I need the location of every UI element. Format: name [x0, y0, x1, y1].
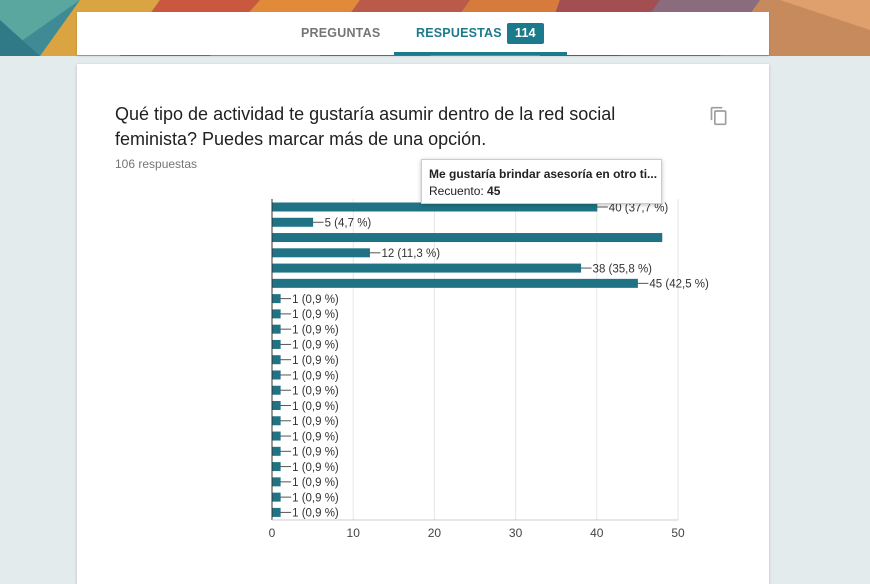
- bar: [272, 217, 314, 227]
- active-tab-indicator: [394, 52, 567, 55]
- tooltip-count: Recuento: 45: [429, 184, 500, 198]
- question-title: Qué tipo de actividad te gustaría asumir…: [115, 104, 616, 149]
- tooltip-count-value: 45: [487, 184, 501, 198]
- data-label: 1 (0,9 %): [292, 462, 339, 474]
- x-tick-label: 0: [269, 526, 276, 540]
- bar: [272, 462, 281, 472]
- tab-bar: PREGUNTAS RESPUESTAS 114: [77, 12, 769, 55]
- bar: [272, 324, 281, 334]
- data-label: 1 (0,9 %): [292, 416, 339, 428]
- bar: [272, 248, 370, 258]
- chart-tooltip: Me gustaría brindar asesoría en otro ti.…: [421, 159, 662, 204]
- bar: [272, 278, 638, 288]
- data-label: 1 (0,9 %): [292, 447, 339, 459]
- tab-respuestas-label: RESPUESTAS: [416, 26, 502, 40]
- response-count: 106 respuestas: [115, 157, 198, 171]
- bar: [272, 431, 281, 441]
- responses-count-badge: 114: [507, 23, 544, 44]
- bar: [272, 507, 281, 517]
- bar: [272, 294, 281, 304]
- x-tick-label: 10: [347, 526, 361, 540]
- data-label: 1 (0,9 %): [292, 386, 339, 398]
- data-label: 45 (42,5 %): [649, 279, 709, 291]
- x-tick-label: 30: [509, 526, 523, 540]
- data-label: 1 (0,9 %): [292, 431, 339, 443]
- data-label: 12 (11,3 %): [381, 248, 440, 260]
- bar: [272, 416, 281, 426]
- tab-preguntas[interactable]: PREGUNTAS: [301, 26, 381, 40]
- data-label: 40 (37,7 %): [609, 202, 669, 214]
- question-summary-card: Qué tipo de actividad te gustaría asumir…: [77, 64, 769, 584]
- bar: [272, 446, 281, 456]
- bar: [272, 477, 281, 487]
- data-label: 1 (0,9 %): [292, 324, 339, 336]
- bar: [272, 370, 281, 380]
- bar: [272, 263, 582, 273]
- data-label: 1 (0,9 %): [292, 477, 339, 489]
- tooltip-count-label: Recuento:: [429, 184, 484, 198]
- x-tick-label: 20: [428, 526, 442, 540]
- bar: [272, 233, 663, 243]
- data-label: 1 (0,9 %): [292, 355, 339, 367]
- data-label: 1 (0,9 %): [292, 340, 339, 352]
- bar: [272, 339, 281, 349]
- tab-respuestas[interactable]: RESPUESTAS 114: [394, 12, 567, 55]
- x-tick-label: 50: [671, 526, 685, 540]
- bar: [272, 202, 598, 212]
- data-label: 1 (0,9 %): [292, 401, 339, 413]
- bar: [272, 385, 281, 395]
- bar: [272, 355, 281, 365]
- bar: [272, 492, 281, 502]
- copy-icon[interactable]: [709, 106, 729, 126]
- data-label: 38 (35,8 %): [593, 263, 653, 275]
- bar: [272, 401, 281, 411]
- data-label: 1 (0,9 %): [292, 294, 339, 306]
- data-label: 1 (0,9 %): [292, 370, 339, 382]
- x-tick-label: 40: [590, 526, 604, 540]
- data-label: 1 (0,9 %): [292, 508, 339, 520]
- tooltip-option: Me gustaría brindar asesoría en otro ti.…: [429, 167, 658, 181]
- data-label: 1 (0,9 %): [292, 492, 339, 504]
- data-label: 5 (4,7 %): [325, 218, 372, 230]
- data-label: 1 (0,9 %): [292, 309, 339, 321]
- bar: [272, 309, 281, 319]
